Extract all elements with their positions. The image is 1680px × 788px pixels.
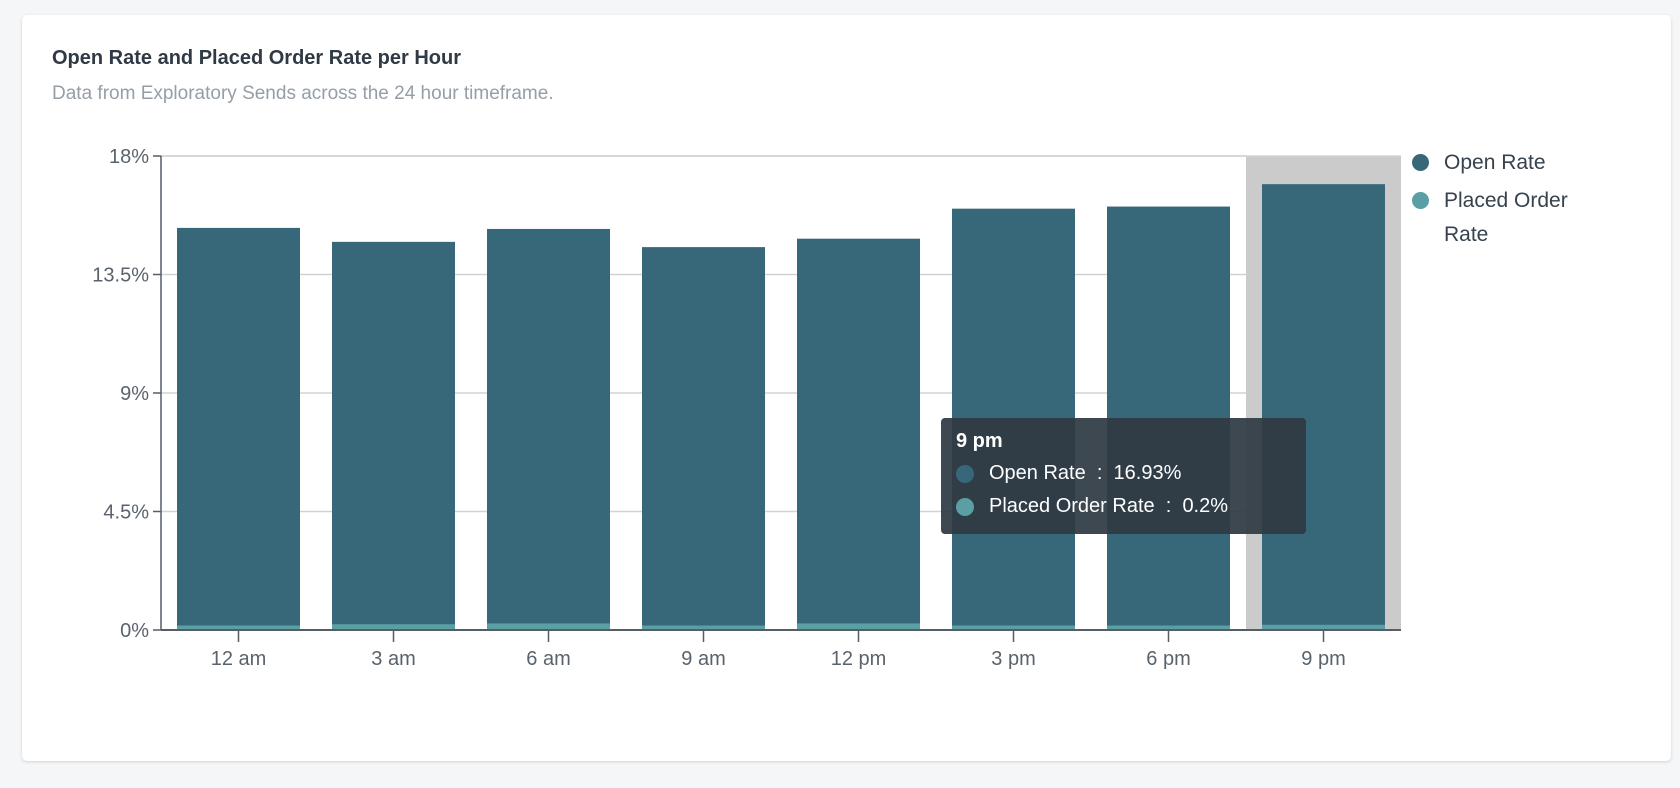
bar-placed-order-rate[interactable] (797, 623, 920, 630)
bar-open-rate[interactable] (797, 238, 920, 631)
tooltip-row: Open Rate : 16.93% (956, 457, 1291, 490)
x-tick-label: 9 pm (1301, 648, 1345, 670)
bar-placed-order-rate[interactable] (1262, 624, 1385, 630)
open-rate-dot-icon (1412, 154, 1429, 171)
legend-label: Open Rate (1444, 151, 1546, 174)
bar-placed-order-rate[interactable] (177, 625, 300, 630)
legend-label: Placed Order Rate (1444, 189, 1568, 246)
x-tick-label: 12 am (211, 648, 267, 670)
tooltip-label: Open Rate (989, 462, 1086, 484)
bar-placed-order-rate[interactable] (952, 625, 1075, 630)
bar-open-rate[interactable] (487, 228, 610, 630)
bar-placed-order-rate[interactable] (332, 624, 455, 630)
bar-open-rate[interactable] (177, 227, 300, 630)
tooltip-row: Placed Order Rate : 0.2% (956, 490, 1291, 523)
bar-placed-order-rate[interactable] (487, 623, 610, 630)
tooltip-separator: : (1085, 462, 1114, 484)
bar-open-rate[interactable] (1262, 184, 1385, 630)
x-tick-label: 3 pm (991, 648, 1035, 670)
bar-placed-order-rate[interactable] (1107, 625, 1230, 630)
y-tick-label: 18% (109, 146, 149, 168)
tooltip-value: 16.93% (1113, 462, 1182, 484)
legend: Open Rate Placed Order Rate (1412, 146, 1594, 256)
y-tick-label: 4.5% (103, 502, 149, 524)
x-tick-label: 3 am (371, 648, 415, 670)
x-tick-label: 6 pm (1146, 648, 1190, 670)
open-rate-dot-icon (956, 464, 974, 483)
chart-subtitle: Data from Exploratory Sends across the 2… (52, 83, 554, 104)
y-tick-label: 9% (120, 383, 149, 405)
x-tick-label: 6 am (526, 648, 570, 670)
legend-item-open-rate[interactable]: Open Rate (1412, 146, 1594, 180)
legend-item-placed-order-rate[interactable]: Placed Order Rate (1412, 184, 1594, 252)
tooltip-title: 9 pm (956, 430, 1003, 452)
x-tick-label: 12 pm (831, 648, 887, 670)
bar-placed-order-rate[interactable] (642, 625, 765, 630)
x-tick-label: 9 am (681, 648, 725, 670)
y-tick-label: 13.5% (92, 265, 149, 287)
tooltip-label: Placed Order Rate (989, 495, 1155, 517)
bar-open-rate[interactable] (332, 241, 455, 630)
placed-order-rate-dot-icon (1412, 192, 1429, 209)
bar-open-rate[interactable] (642, 247, 765, 630)
placed-order-rate-dot-icon (956, 497, 974, 516)
tooltip-separator: : (1154, 495, 1183, 517)
tooltip: 9 pm Open Rate : 16.93% Placed Order Rat… (941, 418, 1306, 534)
y-tick-label: 0% (120, 620, 149, 642)
tooltip-value: 0.2% (1182, 495, 1229, 517)
chart-title: Open Rate and Placed Order Rate per Hour (52, 47, 461, 69)
